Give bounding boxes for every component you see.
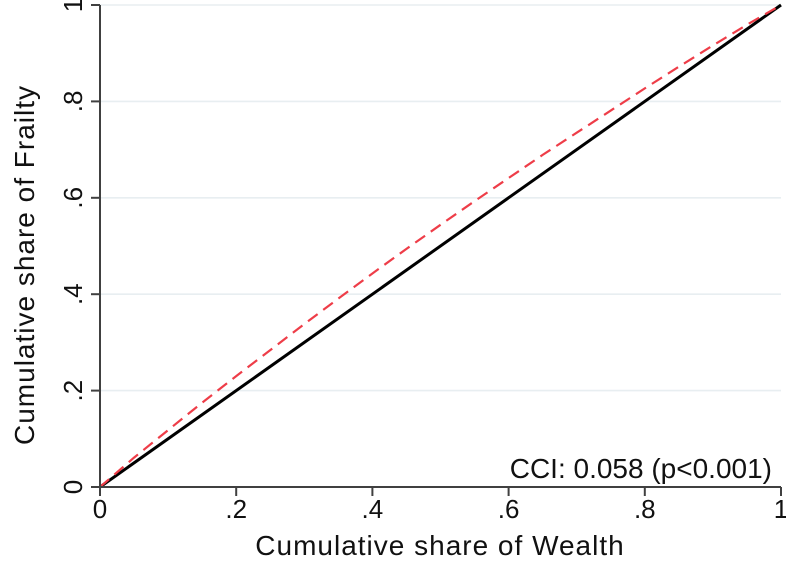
x-tick-label: .2 [225,494,247,524]
x-tick-label: 1 [774,494,786,524]
y-tick-label: 1 [58,0,88,12]
x-tick-label: .6 [498,494,520,524]
y-axis-title: Cumulative share of Frailty [9,85,40,445]
x-axis-title: Cumulative share of Wealth [255,530,624,561]
concentration-curve [99,4,782,488]
y-tick-label: .6 [58,187,88,209]
y-tick-label: 0 [58,480,88,494]
tick-marks [91,4,782,496]
cci-annotation: CCI: 0.058 (p<0.001) [510,453,772,484]
y-tick-label: .8 [58,91,88,113]
x-tick-label: .8 [634,494,656,524]
x-tick-label: .4 [362,494,384,524]
gridlines [100,4,781,392]
y-tick-label: .4 [58,283,88,305]
y-tick-label: .2 [58,380,88,402]
series-lines [99,3,782,489]
tick-labels: 00 .2 .2 .4 .4 .6 .6 .8 .8 1 1 [58,0,786,524]
axes [99,5,781,488]
x-tick-label: 0 [93,494,107,524]
line-of-equality [99,3,782,489]
